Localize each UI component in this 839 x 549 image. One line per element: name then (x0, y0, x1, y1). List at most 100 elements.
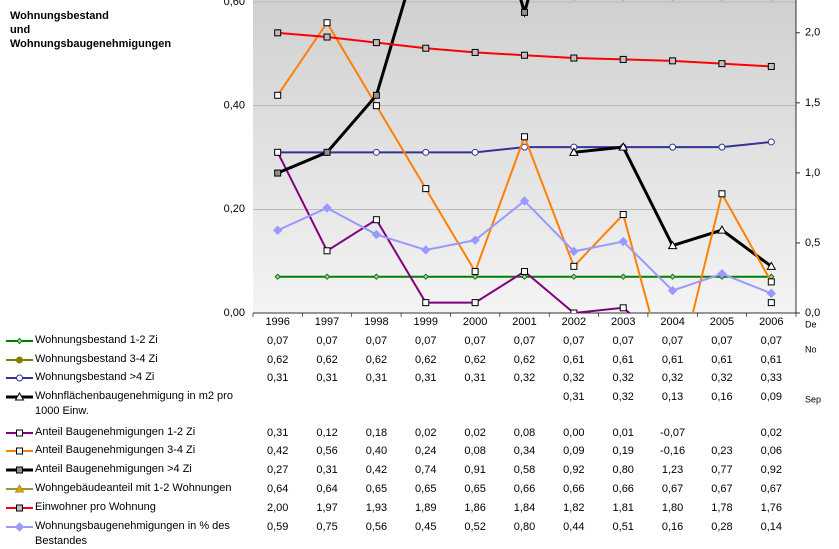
table-value: 0,58 (514, 464, 535, 476)
table-value: 1,78 (711, 502, 732, 514)
table-value: 0,34 (514, 445, 535, 457)
legend-label: Anteil Baugenehmigungen 3-4 Zi (35, 444, 196, 456)
legend-label: Wohnflächenbaugenehmigung in m2 pro 1000… (35, 390, 233, 417)
table-value: 0,07 (613, 335, 634, 347)
marker (670, 346, 676, 352)
marker (717, 269, 727, 279)
table-value: 0,32 (563, 372, 584, 384)
table-value: 1,82 (563, 502, 584, 514)
table-value: 0,31 (415, 372, 436, 384)
table-value: 0,42 (366, 464, 387, 476)
table-value: 0,32 (613, 372, 634, 384)
marker (16, 447, 23, 455)
marker (422, 273, 429, 280)
marker (372, 148, 380, 156)
marker (16, 374, 23, 382)
marker (766, 288, 777, 299)
table-value: 0,56 (316, 445, 337, 457)
table-value: 0,31 (267, 372, 288, 384)
x-tick-label: 1998 (364, 316, 388, 328)
table-value: 0,64 (267, 483, 288, 495)
table-value: 0,62 (415, 354, 436, 366)
marker (669, 273, 676, 280)
table-value: 0,77 (711, 464, 732, 476)
marker (767, 138, 775, 146)
marker (471, 273, 479, 280)
table-value: 0,32 (613, 391, 634, 403)
marker (521, 273, 528, 280)
table-value: 0,62 (464, 354, 485, 366)
x-tick-label: 2002 (562, 316, 586, 328)
marker (16, 504, 23, 512)
marker (14, 522, 25, 532)
marker (521, 133, 528, 141)
table-value: 0,51 (613, 521, 634, 533)
marker (618, 142, 629, 151)
marker (620, 273, 627, 280)
table-value: 0,31 (316, 464, 337, 476)
table-value: 0,66 (613, 483, 634, 495)
table-value: 0,44 (563, 521, 584, 533)
table-value: 0,65 (366, 483, 387, 495)
marker (669, 57, 677, 65)
table-value: 0,74 (415, 464, 436, 476)
marker (767, 278, 775, 286)
legend-label: Wohnungsbestand >4 Zi (35, 371, 155, 383)
marker (569, 246, 579, 257)
table-value: 1,81 (613, 502, 634, 514)
marker (14, 483, 25, 493)
y2-tick-label: 1,5 (805, 97, 820, 109)
legend-label: Einwohner pro Wohnung (35, 501, 156, 513)
marker (372, 102, 380, 110)
marker (667, 285, 678, 296)
table-value: 0,08 (464, 445, 485, 457)
x-tick-label: 2005 (710, 316, 734, 328)
marker (570, 309, 578, 313)
marker (717, 225, 727, 234)
y-tick-label: 0,60 (224, 0, 245, 8)
y-tick-label: 0,20 (224, 203, 245, 215)
marker (422, 299, 430, 307)
table-value: 0,66 (563, 483, 584, 495)
table-value: 0,02 (415, 427, 436, 439)
marker (619, 211, 627, 219)
marker (521, 8, 528, 16)
marker (422, 185, 430, 193)
marker (323, 273, 331, 280)
marker (718, 60, 726, 68)
marker (16, 429, 23, 437)
legend-label: Wohngebäudeanteil mit 1-2 Wohnungen (35, 482, 232, 494)
table-value: 0,06 (761, 445, 782, 457)
table-value: 0,67 (761, 483, 782, 495)
table-value: 0,59 (267, 521, 288, 533)
table-value: -0,07 (660, 427, 685, 439)
table-value: 0,65 (415, 483, 436, 495)
table-value: 0,07 (711, 335, 732, 347)
table-value: 0,61 (662, 354, 683, 366)
y-tick-label: 0,00 (224, 307, 245, 319)
marker (14, 391, 25, 401)
marker (521, 268, 528, 276)
marker (570, 54, 578, 62)
x-tick-label: 2001 (512, 316, 536, 328)
marker (272, 225, 283, 236)
table-value: 0,62 (514, 354, 535, 366)
table-value: 0,31 (366, 372, 387, 384)
marker (619, 304, 627, 312)
marker (274, 273, 281, 280)
clipped-label: Sep (805, 394, 821, 404)
clipped-label: De (805, 319, 817, 329)
table-value: 0,31 (464, 372, 485, 384)
table-value: 0,02 (464, 427, 485, 439)
marker (471, 268, 479, 276)
table-value: 0,19 (613, 445, 634, 457)
y2-tick-label: 0,0 (805, 307, 820, 319)
marker (323, 33, 331, 41)
table-value: 0,09 (761, 391, 782, 403)
x-tick-label: 1999 (414, 316, 438, 328)
y2-tick-label: 2,0 (805, 27, 820, 39)
table-value: 0,92 (563, 464, 584, 476)
legend-label: Wohnungsbestand 1-2 Zi (35, 334, 158, 346)
